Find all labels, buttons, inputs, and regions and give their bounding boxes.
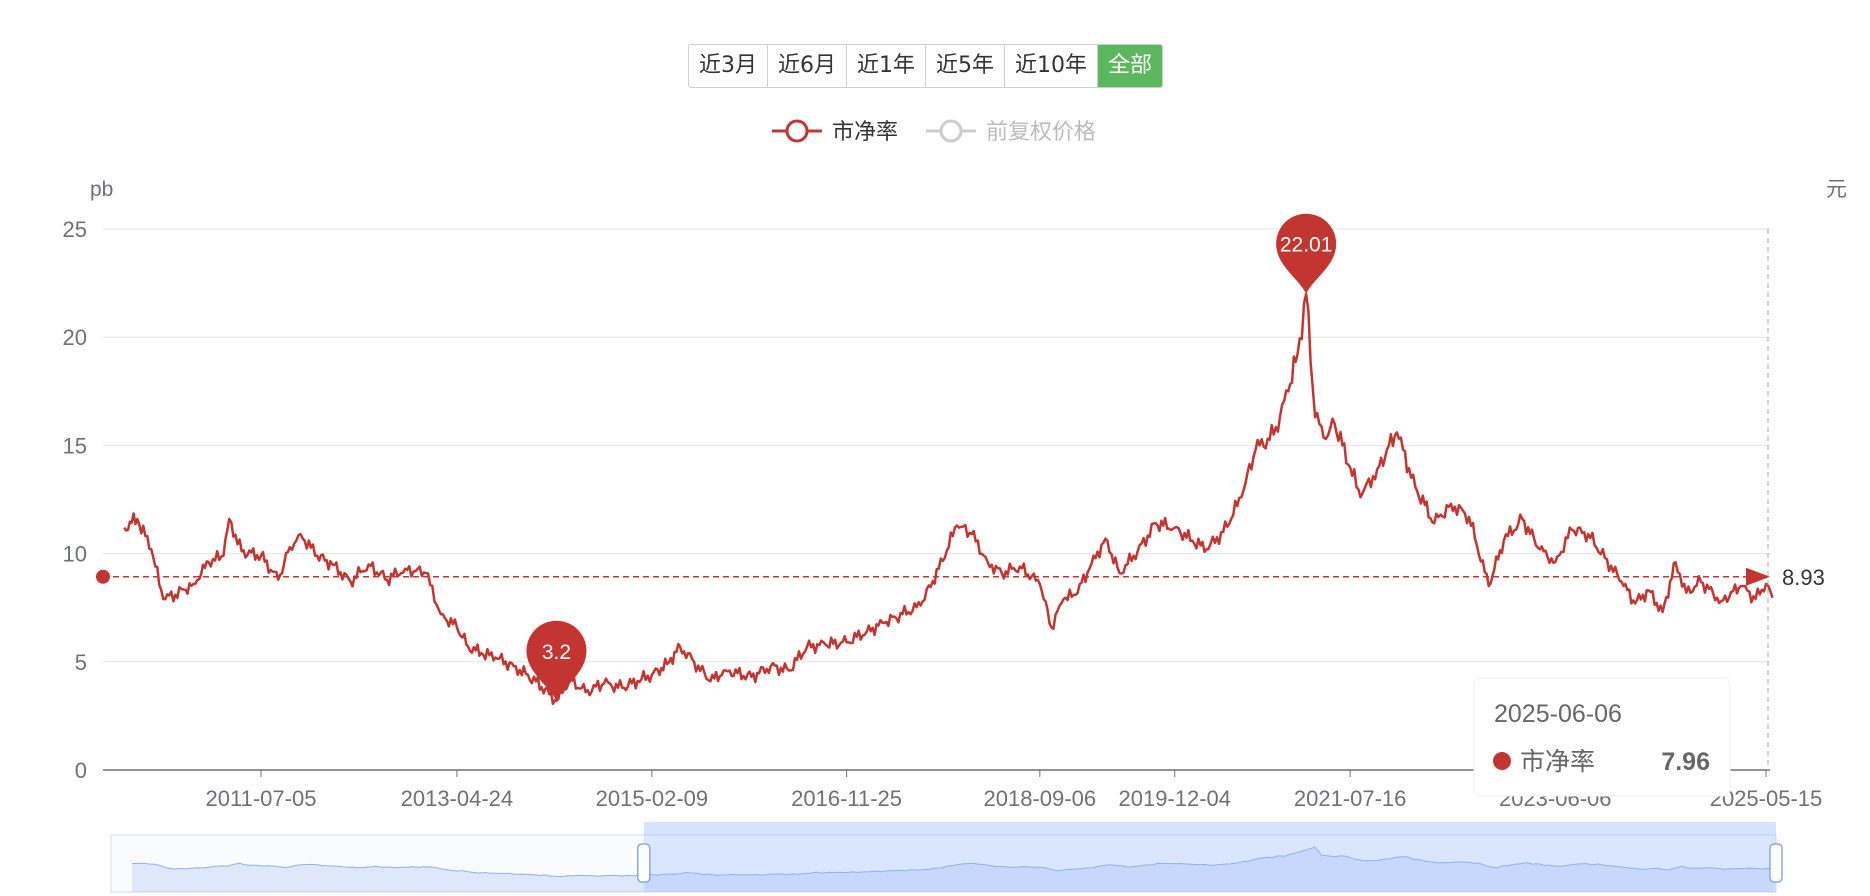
- legend-item-1: 前复权价格: [926, 119, 1096, 144]
- zoom-right-handle[interactable]: [1769, 843, 1783, 883]
- tooltip-value: 7.96: [1661, 748, 1710, 776]
- reference-line-start-dot: [96, 569, 110, 584]
- x-tick-label: 2016-11-25: [791, 786, 902, 811]
- y-axis-unit: pb: [90, 178, 113, 201]
- reference-line-arrow-icon: [1746, 567, 1770, 586]
- zoom-track: [110, 834, 1777, 893]
- tooltip-date: 2025-06-06: [1494, 700, 1622, 728]
- range-button-4[interactable]: 近10年: [1005, 45, 1098, 87]
- legend-label: 市净率: [832, 119, 898, 144]
- x-tick-label: 2011-07-05: [206, 786, 317, 811]
- tooltip-series-name: 市净率: [1520, 748, 1595, 776]
- zoom-mini-line: [132, 846, 1775, 878]
- pin-shape: [526, 620, 587, 701]
- legend-label: 前复权价格: [986, 119, 1096, 144]
- x-tick-label: 2021-07-16: [1294, 786, 1407, 811]
- data-zoom: [110, 822, 1783, 893]
- zoom-mini-area: [132, 847, 1775, 892]
- markpoint-label: 3.2: [542, 641, 571, 664]
- markpoint-label: 22.01: [1280, 234, 1333, 257]
- y-tick-label: 25: [63, 217, 87, 242]
- legend-circle-icon: [939, 119, 963, 143]
- range-button-group: 近3月 近6月 近1年 近5年 近10年 全部: [688, 44, 1164, 88]
- reference-line-label: 8.93: [1782, 565, 1825, 590]
- y-tick-label: 10: [63, 542, 87, 567]
- legend: 市净率 前复权价格: [772, 119, 1096, 144]
- legend-circle-icon: [785, 119, 809, 143]
- pin-shape: [1276, 213, 1337, 294]
- range-button-3[interactable]: 近5年: [926, 45, 1005, 87]
- tooltip: 2025-06-06 市净率 7.96: [1473, 677, 1731, 797]
- x-tick-label: 2013-04-24: [401, 786, 514, 811]
- markpoint-pin: 3.2: [526, 620, 587, 701]
- y-tick-label: 20: [63, 325, 87, 350]
- range-button-5[interactable]: 全部: [1098, 45, 1163, 87]
- zoom-left-handle[interactable]: [637, 843, 651, 883]
- y-axis-right-unit: 元: [1826, 178, 1847, 201]
- range-button-2[interactable]: 近1年: [847, 45, 926, 87]
- tooltip-series-dot: [1493, 752, 1511, 770]
- markpoint-pin: 22.01: [1276, 213, 1337, 294]
- y-tick-label: 0: [75, 758, 87, 783]
- tooltip-box: [1473, 677, 1731, 797]
- range-button-0[interactable]: 近3月: [689, 45, 768, 87]
- y-tick-label: 15: [63, 433, 87, 458]
- series-line-pb: [123, 292, 1774, 706]
- range-button-1[interactable]: 近6月: [768, 45, 847, 87]
- zoom-selected-window: [643, 835, 1776, 892]
- x-tick-label: 2015-02-09: [596, 786, 709, 811]
- x-tick-label: 2019-12-04: [1118, 786, 1231, 811]
- x-tick-label: 2018-09-06: [984, 786, 1097, 811]
- y-tick-label: 5: [75, 650, 87, 675]
- legend-item-0: 市净率: [772, 119, 898, 144]
- zoom-move-bar: [643, 822, 1776, 835]
